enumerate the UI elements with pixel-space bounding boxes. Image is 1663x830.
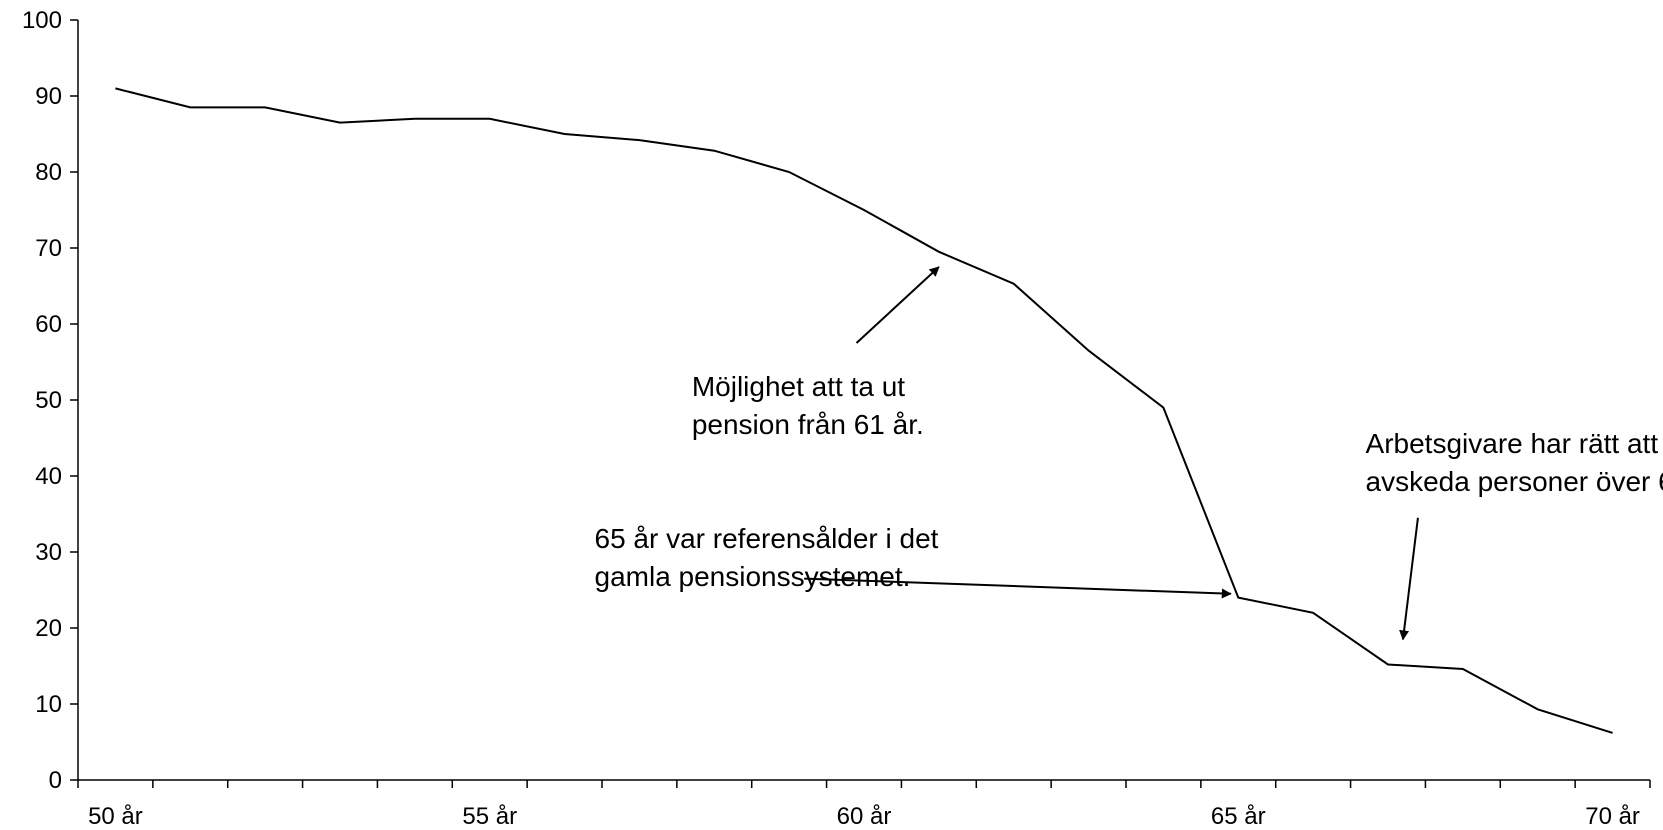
- y-axis-ticks: 0 10 20 30 40 50 60 70 80 90 100: [22, 7, 78, 794]
- y-tick-label: 20: [35, 615, 62, 642]
- y-tick-label: 90: [35, 83, 62, 110]
- annotation-arrow: [804, 577, 1232, 599]
- annotation-layer: Möjlighet att ta ut pension från 61 år. 65…: [595, 266, 1663, 641]
- x-axis-ticks: 50 år 55 år 60 år 65 år 70 år: [77, 780, 1651, 830]
- y-tick-label: 70: [35, 235, 62, 262]
- x-tick-label: 55 år: [462, 803, 517, 830]
- annotation-text: 65 år var referensålder i det gamla pensi…: [595, 523, 939, 592]
- y-tick-label: 30: [35, 539, 62, 566]
- series-layer: [115, 87, 1613, 734]
- y-tick-label: 0: [49, 767, 62, 794]
- x-tick-label: 65 år: [1211, 803, 1266, 830]
- y-tick-label: 100: [22, 7, 62, 34]
- x-tick-label: 50 år: [88, 803, 143, 830]
- y-tick-label: 40: [35, 463, 62, 490]
- annotation-arrow: [1399, 517, 1419, 641]
- annotation-arrow: [855, 266, 940, 344]
- y-tick-label: 60: [35, 311, 62, 338]
- annotation-text: Arbetsgivare har rätt att avskeda persone…: [1366, 428, 1663, 497]
- x-tick-label: 70 år: [1585, 803, 1640, 830]
- y-tick-label: 50: [35, 387, 62, 414]
- series-line: [115, 87, 1613, 734]
- y-tick-label: 10: [35, 691, 62, 718]
- y-tick-label: 80: [35, 159, 62, 186]
- annotation-text: Möjlighet att ta ut pension från 61 år.: [692, 371, 924, 440]
- x-tick-label: 60 år: [837, 803, 892, 830]
